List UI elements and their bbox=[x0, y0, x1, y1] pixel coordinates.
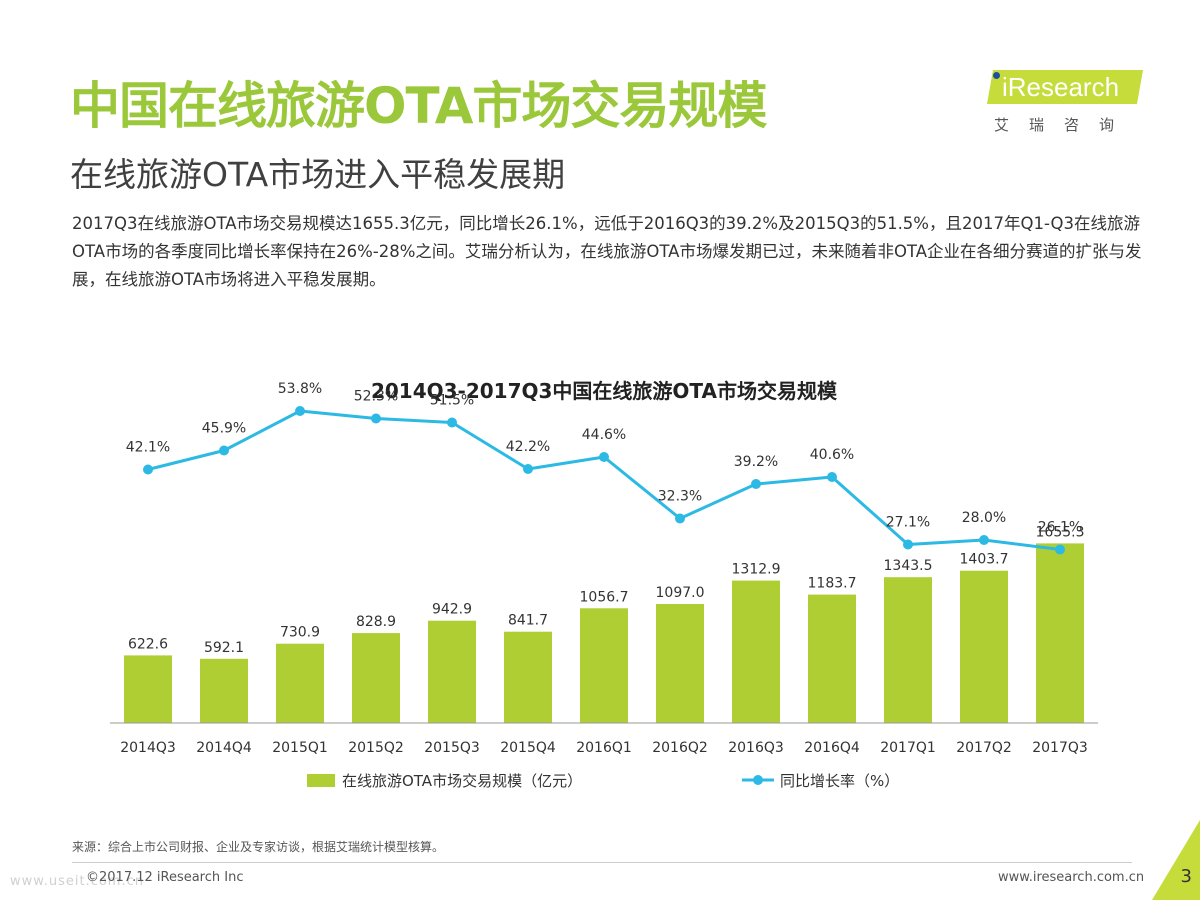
legend-line-marker bbox=[753, 775, 763, 785]
watermark-text: www.useit.com.cn bbox=[10, 874, 144, 889]
line-label-2016Q2: 32.3% bbox=[658, 489, 702, 505]
ota-market-chart: 2014Q3-2017Q3中国在线旅游OTA市场交易规模 622.6 592.1 7… bbox=[110, 379, 1098, 790]
x-tick-2014Q3: 2014Q3 bbox=[120, 740, 176, 756]
line-point-2015Q1 bbox=[295, 406, 305, 416]
x-tick-2015Q4: 2015Q4 bbox=[500, 740, 556, 756]
bar-label-2015Q1: 730.9 bbox=[280, 625, 320, 641]
legend-bar-label: 在线旅游OTA市场交易规模（亿元） bbox=[342, 772, 582, 790]
source-note: 来源：综合上市公司财报、企业及专家访谈，根据艾瑞统计模型核算。 bbox=[72, 840, 445, 854]
logo-dot-icon bbox=[993, 72, 1000, 79]
x-tick-2016Q3: 2016Q3 bbox=[728, 740, 784, 756]
bar-label-2014Q3: 622.6 bbox=[128, 636, 168, 652]
bar-2016Q3 bbox=[732, 580, 780, 723]
line-label-2017Q1: 27.1% bbox=[886, 515, 930, 531]
chart-title: 2014Q3-2017Q3中国在线旅游OTA市场交易规模 bbox=[371, 379, 838, 403]
bar-label-2015Q3: 942.9 bbox=[432, 602, 472, 618]
bar-2017Q3 bbox=[1036, 543, 1084, 723]
corner-triangle bbox=[1152, 820, 1200, 900]
x-tick-2017Q1: 2017Q1 bbox=[880, 740, 936, 756]
line-point-2017Q1 bbox=[903, 539, 913, 550]
line-point-2015Q4 bbox=[523, 464, 533, 474]
x-tick-2015Q2: 2015Q2 bbox=[348, 740, 404, 756]
logo-brand-text: iResearch bbox=[1002, 72, 1120, 102]
x-tick-2015Q3: 2015Q3 bbox=[424, 740, 480, 756]
bar-2015Q1 bbox=[276, 643, 324, 723]
line-point-2017Q2 bbox=[979, 535, 989, 545]
bar-2016Q4 bbox=[808, 594, 856, 723]
bar-2017Q1 bbox=[884, 577, 932, 723]
x-tick-2014Q4: 2014Q4 bbox=[196, 740, 252, 756]
line-point-2016Q2 bbox=[675, 513, 685, 524]
bar-label-2014Q4: 592.1 bbox=[204, 640, 244, 656]
x-tick-2016Q2: 2016Q2 bbox=[652, 740, 708, 756]
line-point-2017Q3 bbox=[1055, 544, 1065, 555]
copyright-text: ©2017.12 iResearch Inc bbox=[86, 870, 244, 885]
line-label-2015Q4: 42.2% bbox=[506, 439, 550, 455]
bar-label-2017Q3: 1655.3 bbox=[1036, 524, 1085, 540]
bar-label-2016Q2: 1097.0 bbox=[656, 585, 705, 601]
line-label-2014Q3: 42.1% bbox=[126, 440, 170, 456]
legend-bar-swatch bbox=[307, 774, 335, 787]
website-link[interactable]: www.iresearch.com.cn bbox=[998, 870, 1145, 885]
line-point-2014Q4 bbox=[219, 445, 229, 456]
bar-2014Q3 bbox=[124, 655, 172, 723]
bar-2017Q2 bbox=[960, 570, 1008, 723]
bar-label-2015Q4: 841.7 bbox=[508, 613, 548, 629]
bar-2015Q4 bbox=[504, 631, 552, 723]
bar-label-2015Q2: 828.9 bbox=[356, 614, 396, 630]
x-tick-2017Q2: 2017Q2 bbox=[956, 740, 1012, 756]
bar-label-2016Q3: 1312.9 bbox=[732, 562, 781, 578]
line-label-2016Q4: 40.6% bbox=[810, 447, 854, 463]
line-label-2017Q2: 28.0% bbox=[962, 510, 1006, 526]
footer-divider bbox=[72, 862, 1132, 863]
line-point-2015Q3 bbox=[447, 417, 457, 428]
bar-2016Q2 bbox=[656, 604, 704, 723]
line-point-2016Q1 bbox=[599, 452, 609, 462]
page-number: 3 bbox=[1180, 866, 1192, 887]
x-tick-2016Q1: 2016Q1 bbox=[576, 740, 632, 756]
page-subtitle: 在线旅游OTA市场进入平稳发展期 bbox=[70, 155, 566, 194]
legend-line-label: 同比增长率（%） bbox=[780, 772, 899, 790]
bar-2014Q4 bbox=[200, 658, 248, 723]
chart-legend: 在线旅游OTA市场交易规模（亿元） 同比增长率（%） bbox=[307, 772, 899, 790]
line-point-2016Q3 bbox=[751, 479, 761, 489]
description-paragraph: 2017Q3在线旅游OTA市场交易规模达1655.3亿元，同比增长26.1%，远… bbox=[72, 214, 1142, 289]
x-tick-2015Q1: 2015Q1 bbox=[272, 740, 328, 756]
bar-label-2016Q1: 1056.7 bbox=[580, 589, 629, 605]
bar-2016Q1 bbox=[580, 608, 628, 723]
line-label-2015Q2: 52.3% bbox=[354, 389, 398, 405]
bar-2015Q3 bbox=[428, 620, 476, 723]
bar-label-2016Q4: 1183.7 bbox=[808, 576, 857, 592]
x-tick-2017Q3: 2017Q3 bbox=[1032, 740, 1088, 756]
line-point-2015Q2 bbox=[371, 413, 381, 424]
line-label-2014Q4: 45.9% bbox=[202, 421, 246, 437]
line-label-2015Q3: 51.5% bbox=[430, 393, 474, 409]
bar-label-2017Q1: 1343.5 bbox=[884, 558, 933, 574]
bar-label-2017Q2: 1403.7 bbox=[960, 552, 1009, 568]
iresearch-logo: iResearch 艾瑞咨询 bbox=[987, 62, 1150, 140]
page-title: 中国在线旅游OTA市场交易规模 bbox=[70, 77, 767, 135]
line-label-2017Q3: 26.1% bbox=[1038, 520, 1082, 536]
line-label-2016Q3: 39.2% bbox=[734, 454, 778, 470]
line-point-2014Q3 bbox=[143, 464, 153, 475]
line-label-2015Q1: 53.8% bbox=[278, 381, 322, 397]
line-label-2016Q1: 44.6% bbox=[582, 427, 626, 443]
line-point-2016Q4 bbox=[827, 472, 837, 482]
logo-chinese-text: 艾瑞咨询 bbox=[994, 116, 1135, 134]
bar-2015Q2 bbox=[352, 633, 400, 723]
x-tick-2016Q4: 2016Q4 bbox=[804, 740, 860, 756]
